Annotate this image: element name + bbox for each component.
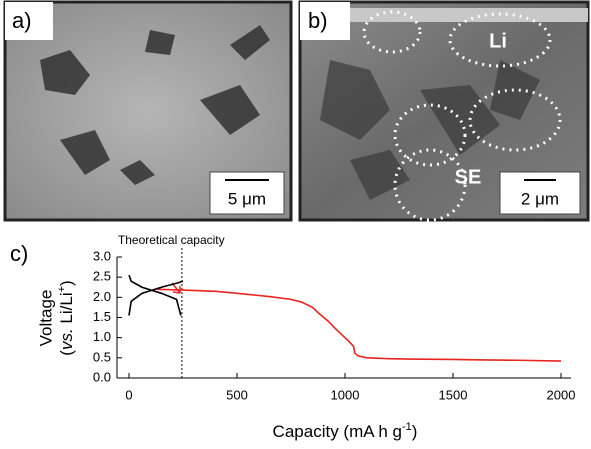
series-line <box>128 274 182 316</box>
panel-a: a) 5 μm <box>3 0 293 222</box>
y-tick-label: 2.0 <box>93 289 111 304</box>
y-axis-label: Voltage <box>36 290 55 347</box>
panel-label: c) <box>10 241 28 266</box>
panel-label: a) <box>12 8 32 33</box>
label-part: vs. <box>57 328 76 350</box>
label-part: ( <box>57 350 76 356</box>
x-tick-label: 1000 <box>331 387 360 402</box>
annotation: Li <box>489 30 507 52</box>
label-part: Capacity (mA h g <box>273 422 402 441</box>
x-tick-label: 2000 <box>547 387 576 402</box>
y-axis-label: (vs. Li/Li+) <box>56 280 77 355</box>
series-line <box>128 280 184 316</box>
y-tick-label: 2.5 <box>93 269 111 284</box>
x-tick-label: 1500 <box>439 387 468 402</box>
x-tick-label: 0 <box>125 387 132 402</box>
label-part: Li/Li <box>57 292 76 328</box>
annotation: SE <box>455 166 482 188</box>
panel-b: b) Li SE 2 μm <box>298 0 590 222</box>
y-tick-label: 3.0 <box>93 248 111 263</box>
annotation: Theoretical capacity <box>118 233 225 247</box>
series-line <box>157 288 562 362</box>
label-part: -1 <box>402 421 412 433</box>
y-tick-label: 1.5 <box>93 309 111 324</box>
scale-label: 5 μm <box>228 189 266 208</box>
y-tick-label: 0.5 <box>93 349 111 364</box>
y-tick-label: 0.0 <box>93 369 111 384</box>
label-part: ) <box>412 422 418 441</box>
x-tick-label: 500 <box>226 387 248 402</box>
panel-label: b) <box>308 8 328 33</box>
chart: 0.0 0.5 1.0 1.5 2.0 2.5 3.0 0 500 1000 1500 2000 Cap… <box>36 233 575 441</box>
x-axis-label: Capacity (mA h g-1) <box>273 421 418 442</box>
label-part: + <box>56 286 68 292</box>
y-tick-label: 1.0 <box>93 329 111 344</box>
label-part: ) <box>57 280 76 286</box>
scale-label: 2 μm <box>521 189 559 208</box>
